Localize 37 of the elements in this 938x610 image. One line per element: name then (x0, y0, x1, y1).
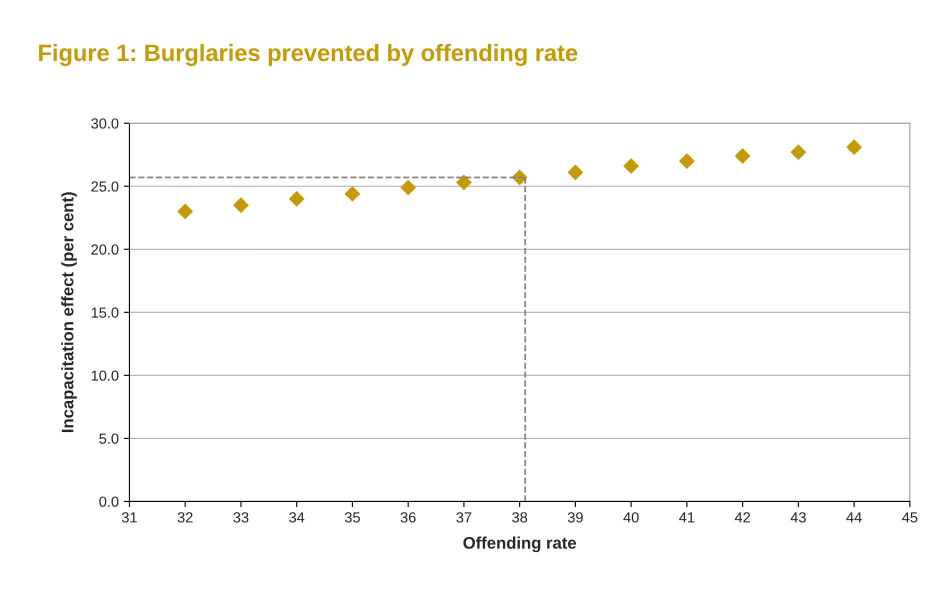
y-axis-title: Incapacitation effect (per cent) (61, 192, 77, 432)
x-tick-label: 34 (289, 512, 304, 523)
x-tick-label: 31 (122, 512, 137, 523)
point (790, 144, 806, 160)
y-tick-label: 25.0 (91, 181, 118, 192)
point (177, 204, 193, 220)
x-tick-label: 33 (233, 512, 248, 523)
y-tick-label: 20.0 (91, 244, 118, 255)
x-tick-label: 39 (568, 512, 583, 523)
x-tick-label: 35 (344, 512, 360, 523)
y-tick-label: 30.0 (91, 118, 118, 129)
x-tick-label: 45 (902, 512, 918, 523)
x-axis-title: Offending rate (463, 536, 576, 552)
point (456, 174, 472, 190)
x-tick-label: 43 (790, 512, 806, 523)
point (568, 164, 584, 180)
point (400, 180, 416, 196)
y-tick-label: 15.0 (92, 307, 118, 318)
point (679, 153, 695, 169)
x-tick-label: 32 (178, 512, 193, 523)
point (288, 191, 304, 207)
x-tick-label: 40 (623, 512, 639, 523)
y-tick-label: 10.0 (92, 370, 118, 381)
x-tick-label: 37 (456, 512, 472, 523)
x-tick-label: 42 (734, 512, 750, 522)
point (623, 158, 639, 174)
point (344, 186, 360, 202)
point (734, 148, 750, 164)
x-tick-label: 38 (512, 512, 528, 523)
point (233, 197, 249, 213)
x-tick-label: 41 (679, 512, 694, 522)
y-tick-label: 5.0 (99, 433, 118, 444)
chart-title: Figure 1: Burglaries prevented by offending rate (39, 44, 578, 66)
point (846, 139, 862, 155)
x-tick-label: 44 (846, 512, 862, 522)
y-tick-label: 0.0 (99, 496, 118, 507)
x-tick-label: 36 (400, 512, 416, 523)
